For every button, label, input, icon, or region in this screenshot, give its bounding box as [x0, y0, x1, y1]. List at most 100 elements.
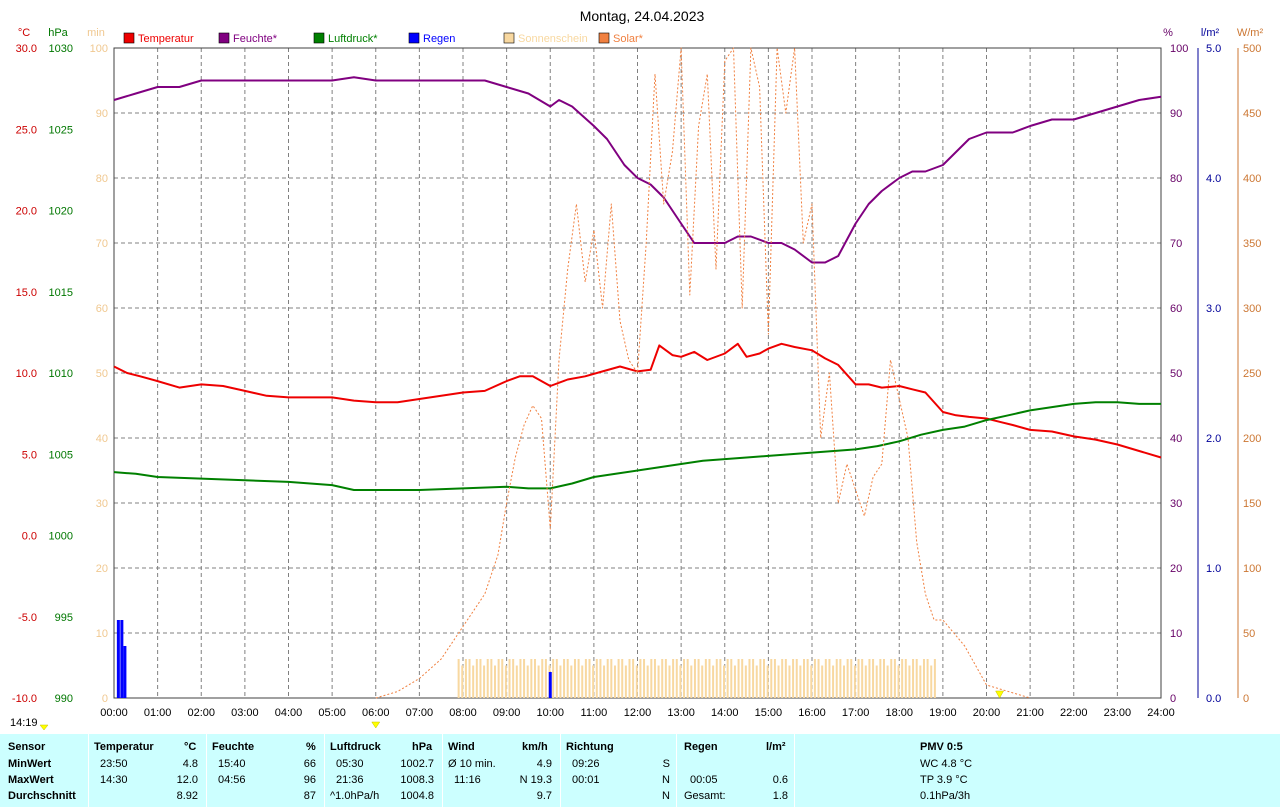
humidity-tick-5: 50 [1170, 368, 1182, 380]
legend-swatch-1 [218, 32, 230, 44]
temp-tick-1: 25.0 [16, 124, 37, 136]
sunshine-bar-127 [919, 665, 922, 698]
sunshine-bar-111 [861, 659, 864, 698]
sunshine-bar-113 [868, 659, 871, 698]
sunshine-bar-99 [817, 659, 820, 698]
row-label-min: MinWert [8, 758, 52, 770]
sunshine-bar-40 [603, 665, 606, 698]
temp-max-time: 14:30 [100, 774, 128, 786]
sunshine-bar-115 [875, 665, 878, 698]
solar-tick-6: 200 [1243, 433, 1261, 445]
humidity-tick-2: 80 [1170, 173, 1182, 185]
sunshine-bar-89 [781, 659, 784, 698]
x-tick-7: 07:00 [406, 707, 434, 719]
sunshine-bar-62 [683, 659, 686, 698]
rain-bar-1 [120, 620, 124, 698]
sunshine-bar-101 [824, 659, 827, 698]
weather-chart: Montag, 24.04.2023 Temperatur Feuchte* Luft… [12, 8, 1263, 731]
sunshine-bar-74 [726, 659, 729, 698]
sunshine-tick-9: 10 [96, 628, 108, 640]
sunshine-bar-21 [533, 659, 536, 698]
wind-avg10-value: 4.9 [536, 758, 552, 770]
temp-tick-7: -5.0 [18, 612, 37, 624]
sunshine-tick-6: 40 [96, 433, 108, 445]
sunshine-bar-68 [704, 659, 707, 698]
sunshine-bar-116 [879, 659, 882, 698]
x-tick-23: 23:00 [1104, 707, 1132, 719]
sunshine-tick-1: 90 [96, 108, 108, 120]
press-max-time: 21:36 [336, 774, 364, 786]
sunshine-bar-61 [679, 665, 682, 698]
sunshine-tick-7: 30 [96, 498, 108, 510]
sunshine-bar-131 [933, 659, 936, 698]
sunshine-tick-3: 70 [96, 238, 108, 250]
hum-min-value: 66 [303, 758, 316, 770]
series-line-luftdruck [113, 401, 1161, 491]
solar-tick-3: 350 [1243, 238, 1261, 250]
sunshine-bar-110 [857, 659, 860, 698]
x-tick-12: 12:00 [624, 707, 652, 719]
sunshine-tick-2: 80 [96, 173, 108, 185]
x-tick-1: 01:00 [144, 707, 172, 719]
solar-tick-2: 400 [1243, 173, 1261, 185]
x-tick-19: 19:00 [929, 707, 957, 719]
sunshine-bar-93 [795, 659, 798, 698]
temp-tick-5: 5.0 [22, 449, 37, 461]
x-tick-10: 10:00 [536, 707, 564, 719]
sunshine-bar-60 [675, 659, 678, 698]
sunshine-bar-53 [650, 659, 653, 698]
dir-min-value: S [662, 758, 670, 770]
legend-label-3: Regen [423, 33, 455, 45]
sunrise-marker [371, 721, 381, 729]
sunshine-bar-77 [737, 659, 740, 698]
sunshine-bar-58 [668, 665, 671, 698]
sunshine-bar-55 [657, 665, 660, 698]
sunshine-bar-98 [813, 659, 816, 698]
pressure-tick-6: 1000 [49, 531, 73, 543]
sunshine-bar-88 [777, 665, 780, 698]
sunshine-bar-130 [930, 665, 933, 698]
x-tick-4: 04:00 [275, 707, 303, 719]
sunshine-bar-6 [479, 659, 482, 698]
sunshine-bar-121 [897, 665, 900, 698]
sunshine-bar-23 [541, 659, 544, 698]
x-tick-2: 02:00 [187, 707, 215, 719]
wind-max-time: 11:16 [454, 774, 481, 786]
legend-swatch-3 [408, 32, 420, 44]
rain-tick-4: 1.0 [1206, 563, 1221, 575]
x-tick-0: 00:00 [100, 707, 128, 719]
x-tick-21: 21:00 [1016, 707, 1044, 719]
sunshine-bar-19 [526, 665, 529, 698]
sunshine-bar-56 [661, 659, 664, 698]
sunshine-bar-16 [515, 665, 518, 698]
legend-label-1: Feuchte* [233, 33, 278, 45]
sunshine-bar-0 [457, 659, 460, 698]
sunshine-bar-71 [715, 659, 718, 698]
sunshine-bar-128 [922, 659, 925, 698]
temperature-header: Temperatur [94, 741, 154, 753]
humidity-axis-unit: % [1163, 27, 1173, 39]
sunshine-bar-34 [581, 665, 584, 698]
sunshine-bar-102 [828, 659, 831, 698]
sunshine-bar-123 [904, 659, 907, 698]
sunshine-bar-67 [701, 665, 704, 698]
sunshine-axis-unit: min [87, 27, 105, 39]
series-line-temperatur [113, 342, 1162, 459]
sunshine-bar-82 [755, 665, 758, 698]
legend-label-0: Temperatur [138, 33, 194, 45]
sunshine-bar-78 [741, 659, 744, 698]
sunshine-bar-48 [632, 659, 635, 698]
sunshine-bar-27 [555, 659, 558, 698]
hum-avg-value: 87 [303, 790, 316, 802]
sunshine-bar-129 [926, 659, 929, 698]
pressure-tick-2: 1020 [49, 206, 73, 218]
sunshine-bar-45 [621, 659, 624, 698]
temp-tick-8: -10.0 [12, 693, 37, 705]
rain-bar-3 [548, 672, 552, 698]
sunshine-bar-8 [486, 659, 489, 698]
temp-tick-0: 30.0 [16, 43, 37, 55]
sunshine-bar-124 [908, 665, 911, 698]
sunshine-bar-100 [821, 665, 824, 698]
sunshine-bar-22 [537, 665, 540, 698]
pressure-tick-7: 995 [55, 612, 73, 624]
